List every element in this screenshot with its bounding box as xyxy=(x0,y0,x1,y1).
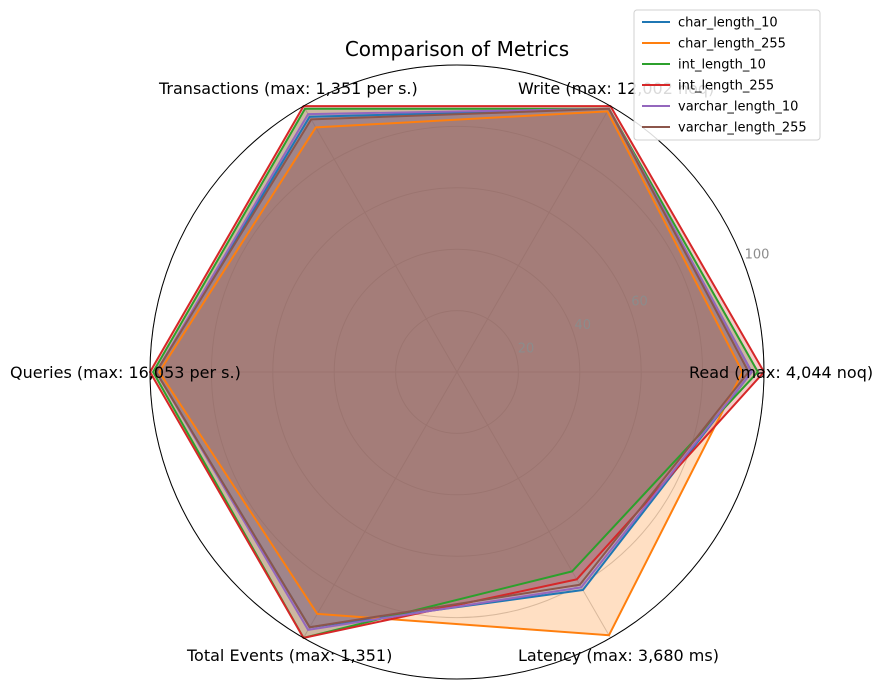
radial-tick-label: 60 xyxy=(631,295,648,310)
radial-ticks: 20 40 60 100 xyxy=(518,248,770,357)
axis-labels: Read (max: 4,044 noq)Write (max: 12,002 … xyxy=(10,79,873,665)
grid-spoke xyxy=(303,371,458,639)
series-layer xyxy=(149,105,765,639)
radial-tick-label: 100 xyxy=(745,248,770,263)
series-line-char_length_255 xyxy=(158,110,744,637)
series-area-varchar_length_255 xyxy=(156,108,749,628)
series-line-varchar_length_255 xyxy=(155,107,750,629)
series-area-int_length_255 xyxy=(150,106,764,638)
legend-label: char_length_255 xyxy=(678,37,786,52)
radial-tick-label: 20 xyxy=(518,342,535,357)
chart-title: Comparison of Metrics xyxy=(345,37,569,61)
legend-label: int_length_10 xyxy=(678,58,766,73)
outer-frame xyxy=(149,64,765,680)
legend-label: varchar_length_10 xyxy=(678,100,798,115)
series-area-varchar_length_10 xyxy=(156,108,752,630)
axis-label: Read (max: 4,044 noq) xyxy=(689,363,873,382)
series-area-char_length_255 xyxy=(159,111,743,636)
outer-circle xyxy=(149,64,765,680)
axis-label: Queries (max: 16,053 per s.) xyxy=(10,363,241,382)
axis-label: Transactions (max: 1,351 per s.) xyxy=(158,79,418,98)
axis-label: Latency (max: 3,680 ms) xyxy=(518,646,719,665)
series-area-char_length_10 xyxy=(156,108,752,628)
grid-spoke xyxy=(456,371,611,639)
series-area-int_length_10 xyxy=(153,108,758,638)
grid-spoke xyxy=(456,105,611,373)
radial-tick-label: 40 xyxy=(575,318,592,333)
legend-label: int_length_255 xyxy=(678,79,774,94)
legend-label: varchar_length_255 xyxy=(678,121,807,136)
axis-label: Total Events (max: 1,351) xyxy=(186,646,392,665)
legend-box xyxy=(633,9,821,141)
legend: char_length_10 char_length_255 int_length_… xyxy=(633,9,821,141)
grid-spoke xyxy=(303,105,458,373)
legend-label: char_length_10 xyxy=(678,16,778,31)
